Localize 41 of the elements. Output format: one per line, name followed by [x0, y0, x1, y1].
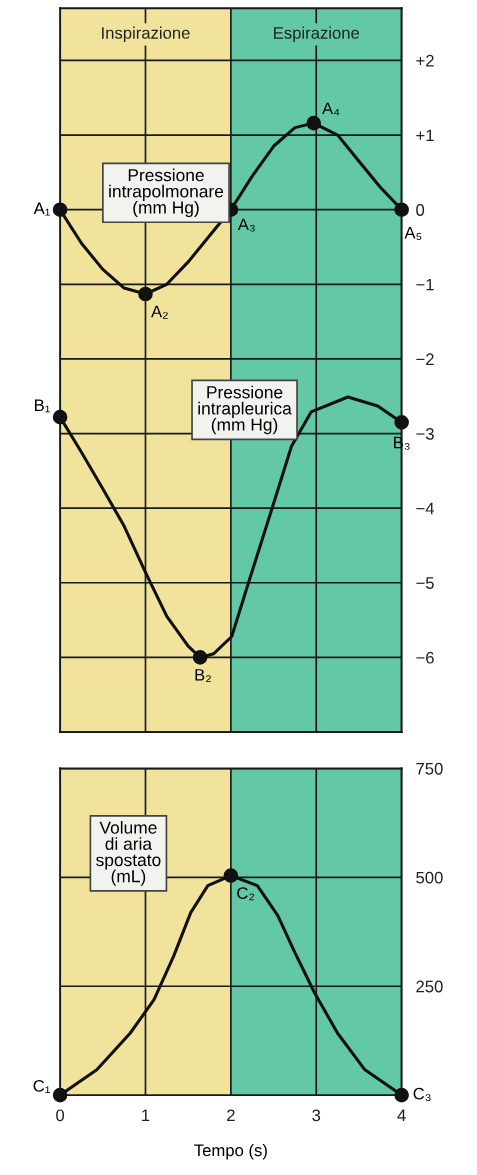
y-tick-label: 750 [416, 762, 443, 775]
series-label: Pressione intrapleurica (mm Hg) [198, 385, 292, 435]
x-axis-title: Tempo (s) [194, 1143, 267, 1160]
y-tick-label: −5 [416, 577, 434, 589]
y-tick-label: 250 [416, 980, 443, 993]
annotation: A₃ [237, 218, 255, 232]
annotation: C₃ [413, 1087, 431, 1101]
x-tick-label: 2 [227, 1109, 235, 1122]
series-label: Pressione intrapolmonare (mm Hg) [109, 168, 224, 218]
point [192, 650, 208, 665]
point [52, 409, 68, 425]
x-tick-label: 4 [397, 1109, 406, 1122]
y-tick-label: 0 [416, 204, 425, 216]
y-tick-label: −3 [416, 427, 434, 440]
text: Volume di aria spostato (mL) [96, 821, 161, 886]
y-tick-label: 500 [416, 871, 443, 884]
annotation: C₁ [33, 1080, 50, 1094]
y-tick-label: +1 [416, 129, 434, 142]
annotation: A₂ [151, 305, 168, 319]
point [394, 202, 409, 217]
x-tick-label: 3 [312, 1109, 321, 1122]
y-tick-label: −6 [416, 651, 434, 664]
annotation: B₂ [195, 669, 211, 683]
point [138, 286, 153, 302]
y-tick-label: −4 [416, 502, 435, 515]
annotation: B₃ [394, 436, 410, 450]
annotation: A₄ [322, 102, 340, 116]
annotation: A₁ [33, 202, 50, 216]
y-tick-label: −1 [416, 278, 434, 291]
x-tick-label: 1 [142, 1109, 150, 1122]
band-label: Espirazione [274, 26, 360, 43]
y-tick-label: +2 [416, 54, 434, 67]
y-tick-label: −2 [416, 353, 434, 365]
band-label: Inspirazione [102, 26, 190, 43]
point [306, 115, 321, 131]
point [52, 202, 68, 217]
annotation: C₂ [237, 887, 255, 901]
annotation: B₁ [35, 399, 50, 413]
x-tick-label: 0 [56, 1109, 65, 1122]
annotation: A₅ [404, 226, 422, 240]
point [394, 415, 409, 430]
